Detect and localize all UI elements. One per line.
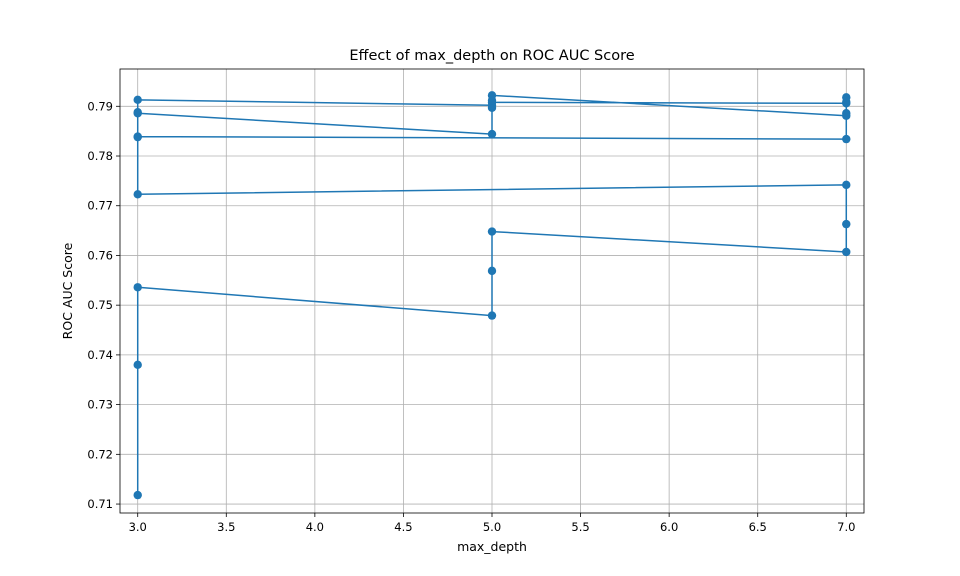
y-tick-label: 0.72: [87, 447, 113, 461]
x-tick-label: 4.0: [306, 520, 324, 534]
data-point: [133, 283, 142, 292]
data-point: [842, 134, 851, 144]
data-point: [487, 311, 497, 320]
data-point: [133, 190, 142, 199]
y-axis-label: ROC AUC Score: [60, 242, 75, 339]
data-point: [487, 227, 497, 236]
y-tick-label: 0.78: [87, 149, 113, 163]
data-point: [842, 93, 851, 102]
x-tick-label: 3.0: [129, 520, 147, 534]
x-tick-label: 7.0: [837, 520, 855, 534]
data-point: [133, 490, 142, 500]
y-tick-label: 0.76: [87, 248, 113, 262]
data-series: [133, 91, 851, 500]
y-tick-label: 0.73: [87, 398, 113, 412]
data-point: [133, 108, 142, 117]
plot-area-border: [119, 68, 865, 514]
x-tick-label: 6.5: [749, 520, 767, 534]
y-tick-label: 0.71: [87, 497, 113, 511]
data-point: [487, 266, 497, 276]
x-axis-label: max_depth: [457, 539, 527, 554]
y-tick-label: 0.75: [87, 298, 113, 312]
x-tick-label: 5.0: [483, 520, 501, 534]
x-tick-label: 4.5: [394, 520, 412, 534]
data-point: [842, 111, 851, 120]
y-tick-label: 0.74: [87, 348, 113, 362]
x-tick-label: 5.5: [571, 520, 589, 534]
y-tick-label: 0.79: [87, 99, 113, 113]
data-point: [133, 132, 142, 141]
data-point: [487, 91, 497, 100]
data-point: [133, 360, 142, 370]
axis-ticks: 3.0 3.5 4.0 4.5 5.0 5.5 6.0 6.5 7.0 0.71 0.72 0.73 0…: [87, 99, 855, 534]
x-tick-label: 6.0: [660, 520, 678, 534]
data-point: [842, 247, 851, 257]
x-tick-label: 3.5: [217, 520, 235, 534]
data-point: [487, 129, 497, 139]
data-point: [133, 95, 142, 105]
data-point: [842, 180, 851, 190]
y-tick-label: 0.77: [87, 199, 113, 213]
chart-title: Effect of max_depth on ROC AUC Score: [349, 48, 634, 64]
data-point: [842, 219, 851, 229]
